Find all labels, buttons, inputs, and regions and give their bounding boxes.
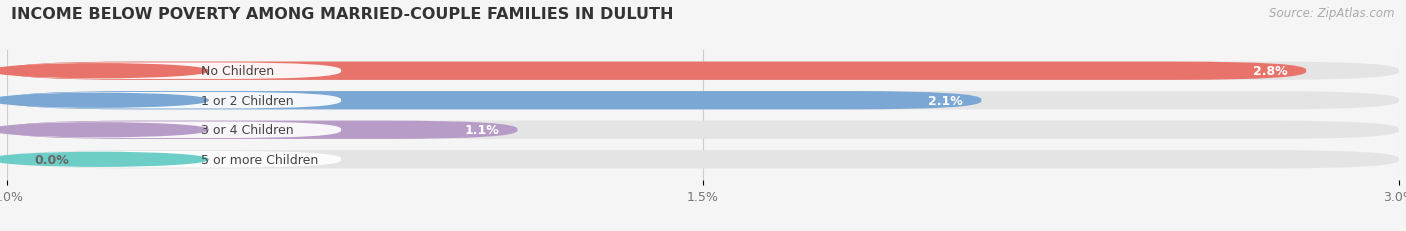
Circle shape: [0, 123, 208, 137]
FancyBboxPatch shape: [7, 62, 1399, 81]
FancyBboxPatch shape: [7, 122, 342, 138]
Text: 3 or 4 Children: 3 or 4 Children: [201, 124, 294, 137]
Text: INCOME BELOW POVERTY AMONG MARRIED-COUPLE FAMILIES IN DULUTH: INCOME BELOW POVERTY AMONG MARRIED-COUPL…: [11, 7, 673, 22]
FancyBboxPatch shape: [7, 151, 342, 168]
FancyBboxPatch shape: [7, 121, 1399, 139]
FancyBboxPatch shape: [7, 93, 342, 109]
FancyBboxPatch shape: [7, 62, 1306, 81]
Text: No Children: No Children: [201, 65, 274, 78]
Text: 1 or 2 Children: 1 or 2 Children: [201, 94, 294, 107]
Text: 0.0%: 0.0%: [35, 153, 70, 166]
FancyBboxPatch shape: [7, 150, 1399, 169]
Text: 2.1%: 2.1%: [928, 94, 963, 107]
Circle shape: [0, 153, 208, 167]
Circle shape: [0, 64, 208, 78]
Text: 2.8%: 2.8%: [1253, 65, 1288, 78]
FancyBboxPatch shape: [7, 121, 517, 139]
Text: 5 or more Children: 5 or more Children: [201, 153, 318, 166]
Circle shape: [0, 94, 208, 108]
FancyBboxPatch shape: [7, 92, 1399, 110]
FancyBboxPatch shape: [7, 63, 342, 80]
Text: Source: ZipAtlas.com: Source: ZipAtlas.com: [1270, 7, 1395, 20]
FancyBboxPatch shape: [7, 92, 981, 110]
Text: 1.1%: 1.1%: [464, 124, 499, 137]
